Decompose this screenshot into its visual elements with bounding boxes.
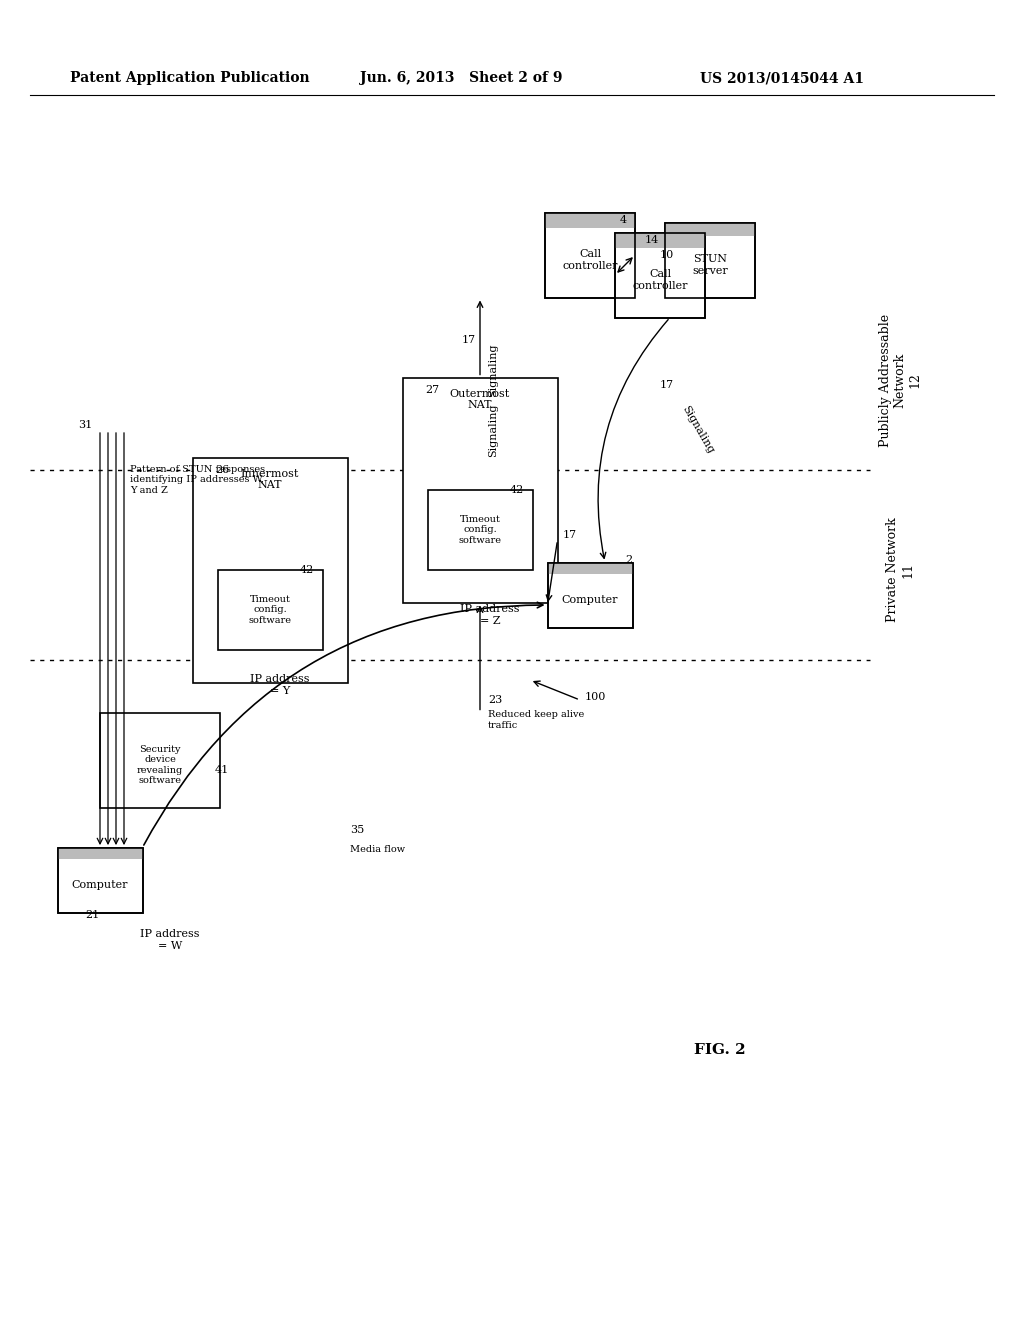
Bar [402, 378, 557, 602]
Bar [193, 458, 347, 682]
Text: Signaling: Signaling [488, 403, 498, 457]
Text: US 2013/0145044 A1: US 2013/0145044 A1 [700, 71, 864, 84]
Bar [545, 213, 635, 297]
Text: 17: 17 [462, 335, 476, 345]
Text: 42: 42 [510, 484, 524, 495]
Text: 17: 17 [660, 380, 674, 389]
Text: Timeout
config.
software: Timeout config. software [459, 515, 502, 545]
Text: STUN
server: STUN server [692, 255, 728, 276]
Text: Signaling: Signaling [488, 343, 498, 397]
Bar [57, 847, 142, 859]
Bar [100, 713, 220, 808]
Text: 10: 10 [660, 249, 674, 260]
Bar [615, 232, 705, 248]
Text: Call
controller: Call controller [632, 269, 688, 290]
Text: 21: 21 [85, 909, 99, 920]
Bar [427, 490, 532, 570]
Text: Signaling: Signaling [680, 404, 716, 455]
Text: 100: 100 [585, 692, 606, 702]
Text: 35: 35 [350, 825, 365, 836]
Bar [548, 562, 633, 627]
Text: Timeout
config.
software: Timeout config. software [249, 595, 292, 624]
Bar [665, 223, 755, 236]
Text: 4: 4 [620, 215, 627, 224]
Text: Patent Application Publication: Patent Application Publication [70, 71, 309, 84]
Bar [615, 232, 705, 318]
Bar [57, 847, 142, 912]
Bar [545, 213, 635, 228]
Bar [548, 562, 633, 574]
Text: IP address
= W: IP address = W [140, 929, 200, 950]
Text: Computer: Computer [562, 595, 618, 605]
Bar [57, 847, 142, 912]
Text: Outermost
NAT: Outermost NAT [450, 388, 510, 411]
Bar [217, 570, 323, 649]
Text: 26: 26 [215, 465, 229, 475]
Text: IP address
= Z: IP address = Z [460, 605, 520, 626]
Text: 14: 14 [645, 235, 659, 246]
Text: 17: 17 [617, 238, 632, 248]
Text: Innermost
NAT: Innermost NAT [241, 469, 299, 490]
Text: 42: 42 [300, 565, 314, 576]
Text: 41: 41 [215, 766, 229, 775]
Text: Pattern of STUN responses
identifying IP addresses W,
Y and Z: Pattern of STUN responses identifying IP… [130, 465, 265, 495]
Text: Reduced keep alive
traffic: Reduced keep alive traffic [488, 710, 585, 730]
Text: Call
controller: Call controller [562, 249, 617, 271]
Bar [545, 213, 635, 297]
Bar [548, 562, 633, 627]
Bar [665, 223, 755, 297]
Text: Computer: Computer [72, 880, 128, 890]
Text: Private Network
11: Private Network 11 [886, 517, 914, 622]
Text: 17: 17 [562, 531, 577, 540]
Text: 23: 23 [488, 696, 502, 705]
Text: 31: 31 [78, 420, 92, 430]
Text: IP address
= Y: IP address = Y [250, 675, 309, 696]
Text: Security
device
revealing
software: Security device revealing software [137, 744, 183, 785]
Text: FIG. 2: FIG. 2 [694, 1043, 745, 1057]
Bar [665, 223, 755, 297]
Text: Media flow: Media flow [350, 846, 406, 854]
Text: 2: 2 [625, 554, 632, 565]
Bar [615, 232, 705, 318]
Text: 27: 27 [425, 385, 439, 395]
Text: Publicly Addressable
Network
12: Publicly Addressable Network 12 [879, 313, 922, 446]
Text: Jun. 6, 2013   Sheet 2 of 9: Jun. 6, 2013 Sheet 2 of 9 [360, 71, 562, 84]
